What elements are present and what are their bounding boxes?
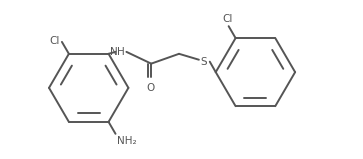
Text: O: O	[146, 83, 154, 93]
Text: NH₂: NH₂	[118, 136, 137, 146]
Text: Cl: Cl	[50, 36, 60, 46]
Text: S: S	[200, 57, 207, 67]
Text: N: N	[110, 47, 117, 57]
Text: Cl: Cl	[223, 14, 233, 24]
Text: H: H	[117, 47, 124, 57]
